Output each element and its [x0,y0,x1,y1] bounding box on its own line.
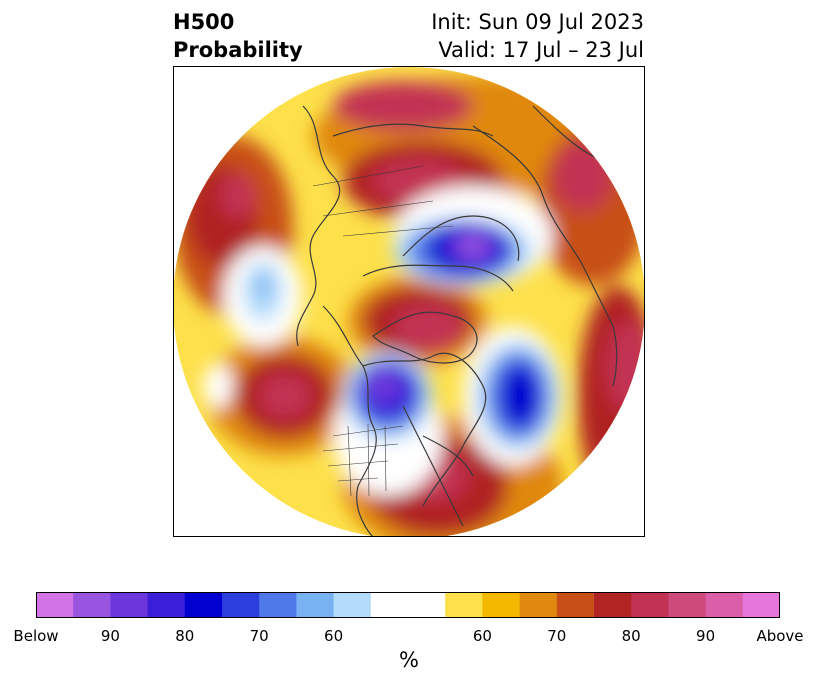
colorbar-tick-label: 90 [696,627,716,645]
map-dates: Init: Sun 09 Jul 2023 Valid: 17 Jul – 23… [431,8,644,64]
colorbar-tick-label: Above [756,627,804,645]
probability-field [173,67,645,537]
colorbar-swatch [110,592,149,618]
colorbar-swatch [184,592,223,618]
colorbar-swatch [36,592,74,618]
colorbar-swatch [556,592,595,618]
colorbar-border [36,592,780,618]
colorbar-tick-label: 70 [547,627,567,645]
colorbar-swatch [370,592,409,618]
colorbar-tick-label: Below [13,627,59,645]
colorbar-swatch [742,592,780,618]
colorbar-swatch [73,592,111,618]
colorbar-tick-label: 60 [324,627,344,645]
colorbar-swatch [147,592,186,618]
colorbar-tick-label: 90 [100,627,120,645]
colorbar-tick-label: 80 [175,627,195,645]
colorbar-swatch [445,592,483,618]
probability-map [173,66,645,537]
colorbar-swatch [705,592,744,618]
map-title: H500 Probability [173,8,303,64]
colorbar-unit: % [399,648,419,672]
coastlines [296,105,629,537]
state-grid [312,165,454,497]
colorbar-swatch [668,592,707,618]
colorbar-tick-label: 80 [621,627,641,645]
colorbar-swatch [631,592,669,618]
colorbar-swatch [222,592,260,618]
valid-range: Valid: 17 Jul – 23 Jul [438,38,644,62]
colorbar-swatch [259,592,297,618]
colorbar-swatch [296,592,335,618]
variable-label: H500 [173,10,235,34]
colorbar-tick-label: 60 [472,627,492,645]
colorbar [36,592,780,618]
colorbar-tick-label: 70 [249,627,269,645]
colorbar-swatch [482,592,521,618]
colorbar-swatch [408,592,446,618]
colorbar-swatch [594,592,632,618]
colorbar-swatch [519,592,558,618]
product-label: Probability [173,38,303,62]
colorbar-swatch [333,592,372,618]
init-date: Init: Sun 09 Jul 2023 [431,10,644,34]
map-border [173,66,645,537]
